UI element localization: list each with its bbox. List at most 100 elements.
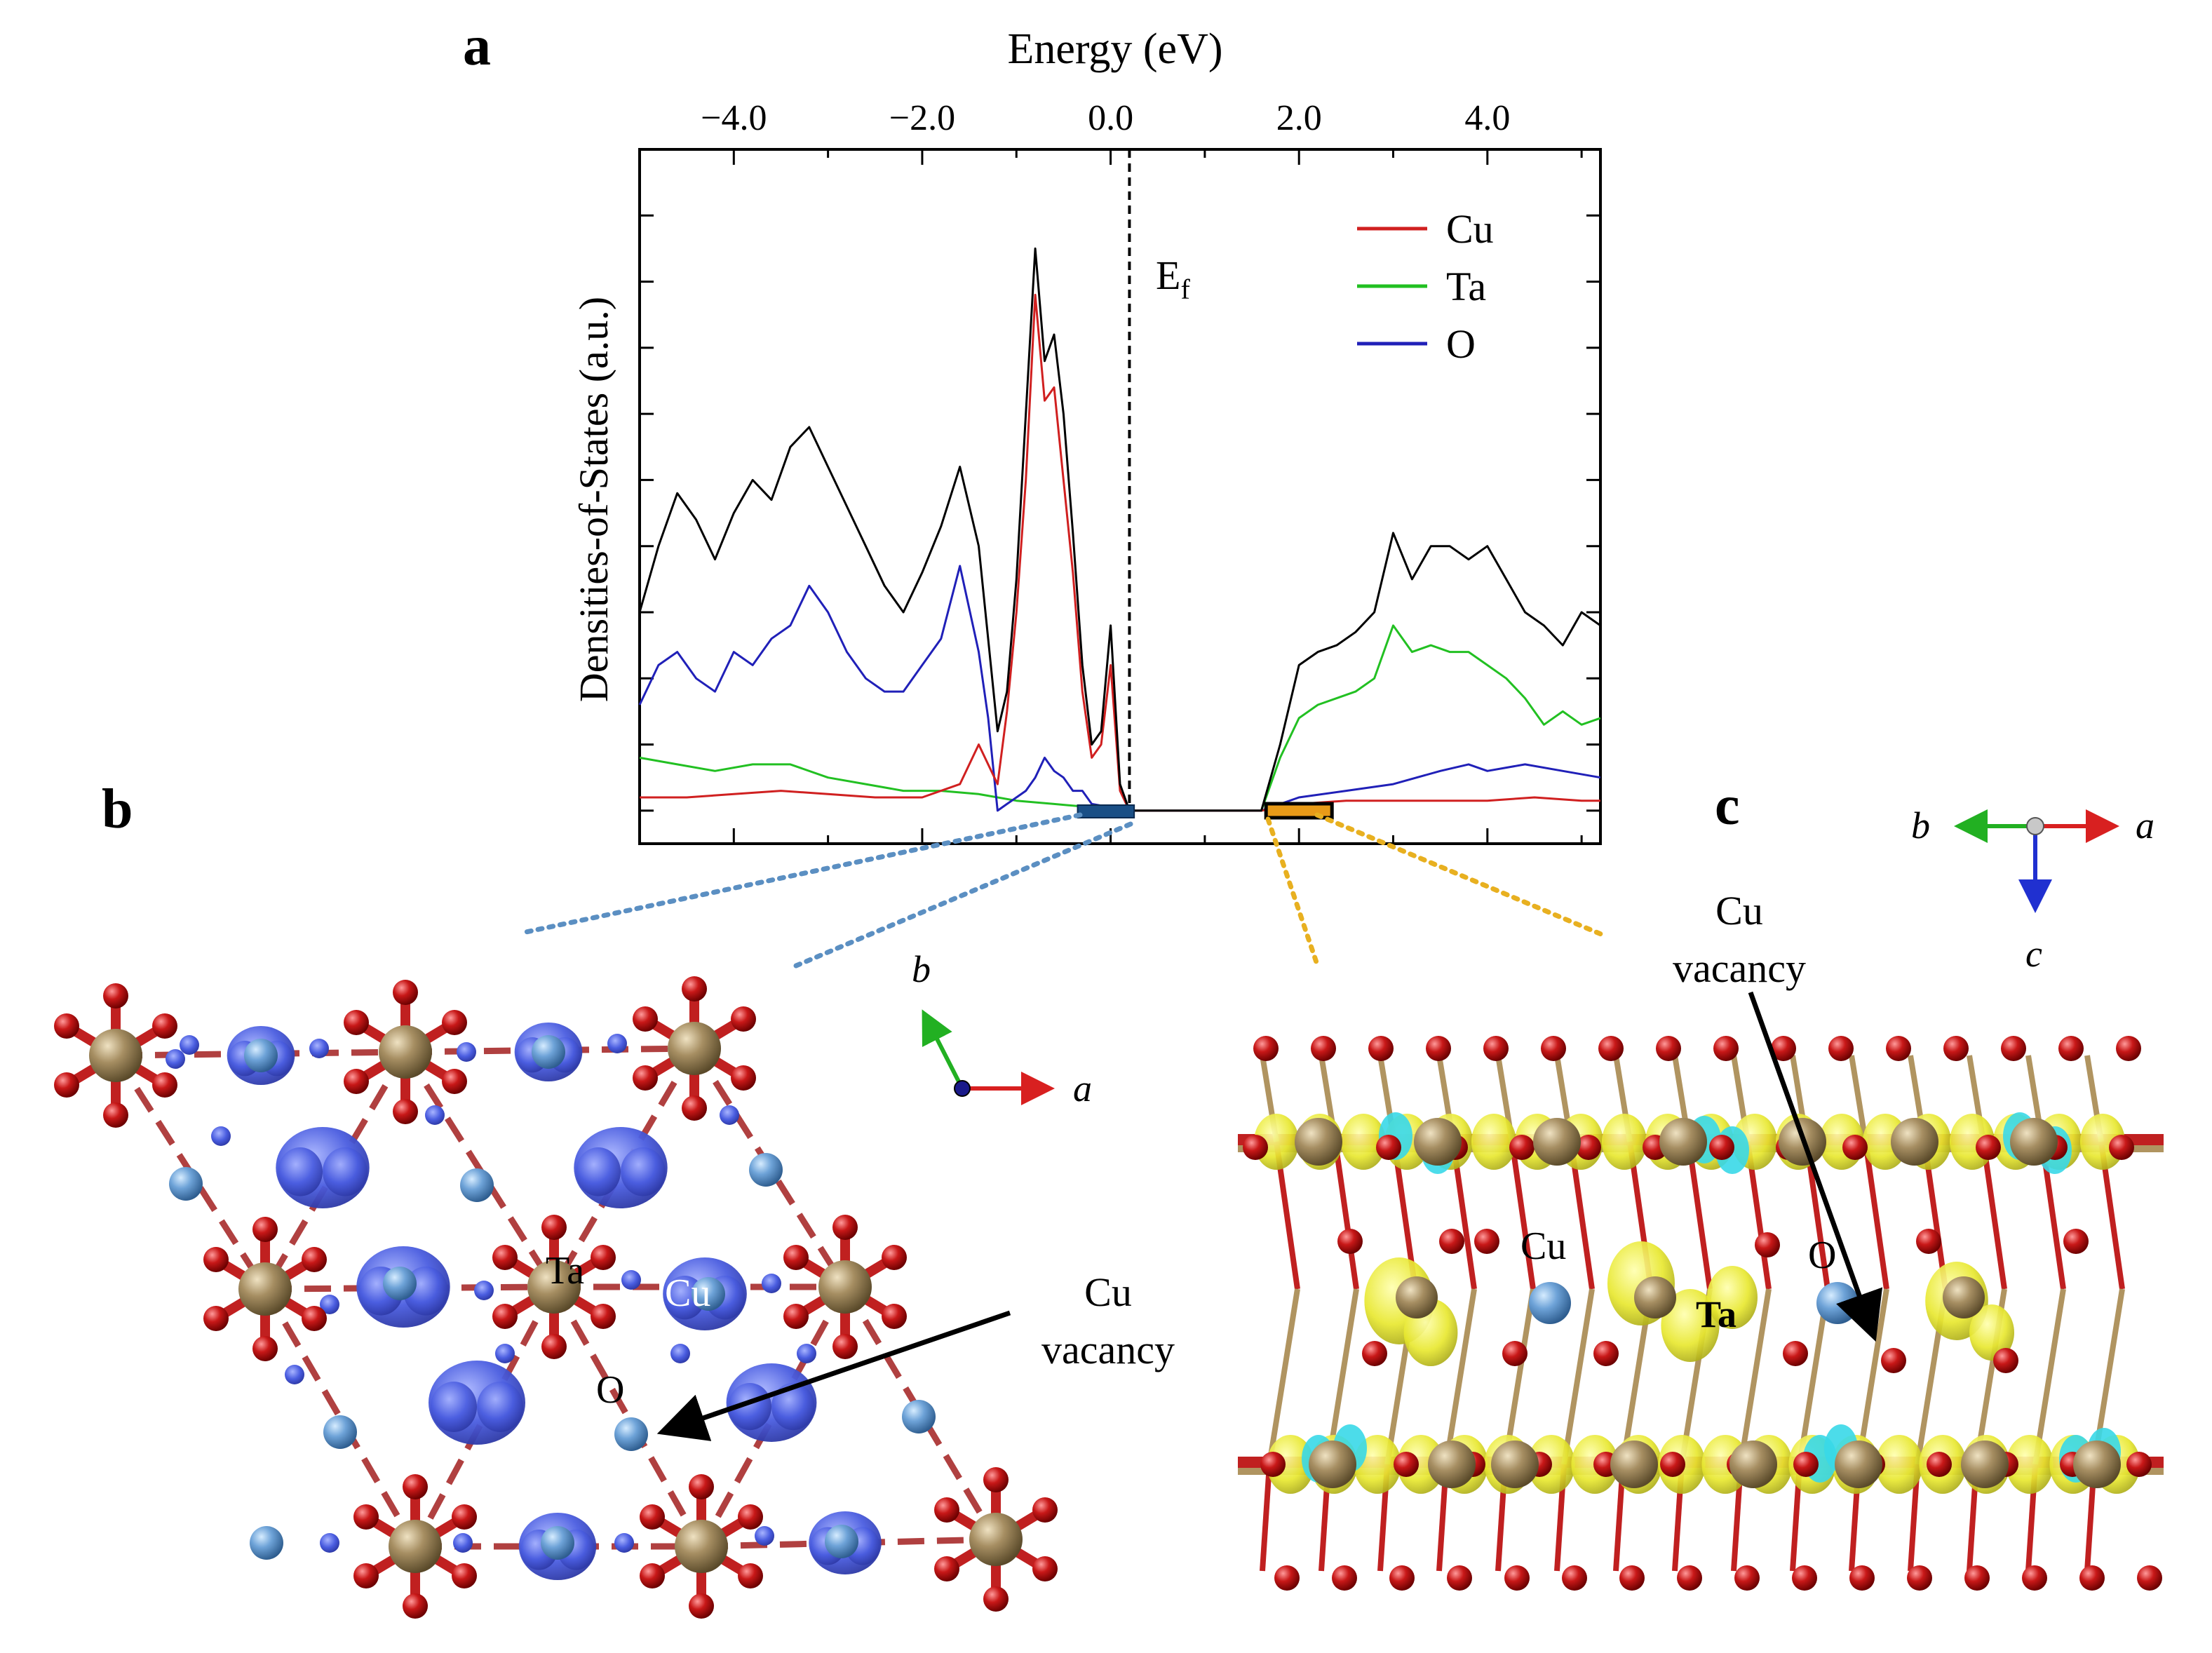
tantalum-atom [1309,1441,1356,1488]
bond [1863,1141,1889,1290]
label-ta-c: Ta [1696,1293,1736,1335]
oxygen-atom [1793,1452,1819,1477]
oxygen-atom [344,1010,369,1035]
charge-isosurface [1875,1435,1923,1494]
axis-a-label-c: a [2136,804,2154,846]
label-o-c: O [1808,1234,1836,1277]
tantalum-atom [1729,1441,1777,1488]
oxygen-atom [738,1563,763,1588]
lattice-bond [262,1287,418,1549]
oxygen-atom [731,1065,756,1091]
oxygen-atom [1916,1229,1941,1254]
tantalum-atom [1659,1118,1707,1166]
plot-frame [638,148,1602,845]
panel-label-c: c [1715,775,1740,837]
oxygen-atom [882,1304,907,1329]
oxygen-atom [1849,1565,1875,1591]
charge-isosurface-lobe [621,1147,666,1196]
charge-isosurface-small [720,1105,739,1125]
legend-label: Cu [1446,206,1494,252]
leader-orange-left [1265,816,1320,967]
lattice-bond [701,1536,997,1550]
charge-isosurface-small [614,1533,634,1553]
oxygen-atom [2063,1229,2089,1254]
lattice-bond [842,1285,999,1541]
lattice-bond [699,1285,848,1549]
oxygen-atom [1828,1036,1854,1061]
oxygen-atom [1993,1348,2018,1373]
oxygen-atom [1576,1135,1601,1160]
lattice-bond [115,1048,406,1059]
oxygen-atom [1243,1135,1268,1160]
oxygen-atom [1541,1036,1566,1061]
bond [1260,1464,1272,1572]
oxygen-atom [1509,1135,1535,1160]
oxygen-atom [1447,1565,1472,1591]
oxygen-atom [783,1245,809,1270]
oxygen-atom [541,1215,567,1240]
fermi-label-subscript: f [1180,274,1190,305]
oxygen-atom [832,1215,858,1240]
oxygen-atom [1734,1565,1760,1591]
axis-indicator-c: b a c [1911,804,2154,975]
oxygen-atom [1562,1565,1587,1591]
oxygen-atom [541,1334,567,1359]
oxygen-atom [882,1245,907,1270]
charge-isosurface [1341,1114,1386,1170]
axis-origin-c [2026,817,2044,835]
copper-atom [1816,1282,1859,1324]
oxygen-atom [403,1593,428,1619]
dos-line-total [638,247,1601,812]
copper-atom [250,1526,283,1560]
oxygen-atom [2001,1036,2026,1061]
oxygen-atom [442,1010,467,1035]
oxygen-atom [1619,1565,1645,1591]
tantalum-atom [2073,1441,2121,1488]
vacancy-label-c-line2: vacancy [1673,945,1806,991]
charge-isosurface-small [474,1281,494,1300]
oxygen-atom [1964,1565,1990,1591]
oxygen-atom [302,1306,327,1331]
oxygen-atom [2116,1036,2141,1061]
tantalum-atom [238,1262,292,1316]
charge-isosurface [1707,1266,1758,1329]
y-axis-title: Densities-of-States (a.u.) [571,297,616,702]
charge-isosurface-lobe [477,1382,523,1432]
charge-isosurface-small [320,1295,339,1314]
tantalum-atom [1610,1441,1658,1488]
copper-atom [460,1168,494,1202]
oxygen-atom [783,1304,809,1329]
copper-atom [614,1417,648,1451]
lattice-bond [412,1285,557,1549]
charge-isosurface [1969,1304,2014,1361]
oxygen-atom [393,1099,418,1124]
axis-b-label-c: b [1911,804,1930,846]
charge-isosurface-small [285,1365,304,1384]
copper-atom [323,1415,357,1449]
label-ta-b: Ta [546,1249,584,1293]
tantalum-atom [2010,1118,2058,1166]
oxygen-atom [731,1006,756,1032]
oxygen-atom [682,976,707,1001]
charge-isosurface [2006,1435,2053,1494]
oxygen-atom [452,1504,477,1530]
bond [1267,1288,1300,1465]
x-tick-label: 0.0 [1088,98,1133,138]
copper-atom [825,1525,858,1558]
oxygen-atom [54,1013,79,1039]
vacancy-label-b-line2: vacancy [1041,1327,1175,1372]
vacancy-label-b-line1: Cu [1084,1269,1132,1315]
oxygen-atom [1394,1452,1419,1477]
charge-isosurface-lobe [576,1147,621,1196]
charge-isosurface-lobe [771,1383,815,1431]
panel-label-a: a [463,15,491,77]
copper-atom [383,1267,417,1300]
charge-isosurface-small [607,1034,627,1053]
tantalum-atom [1491,1441,1539,1488]
oxygen-atom [1311,1036,1336,1061]
oxygen-atom [1709,1135,1734,1160]
oxygen-atom [452,1563,477,1588]
tantalum-atom [1835,1441,1882,1488]
oxygen-atom [1598,1036,1624,1061]
